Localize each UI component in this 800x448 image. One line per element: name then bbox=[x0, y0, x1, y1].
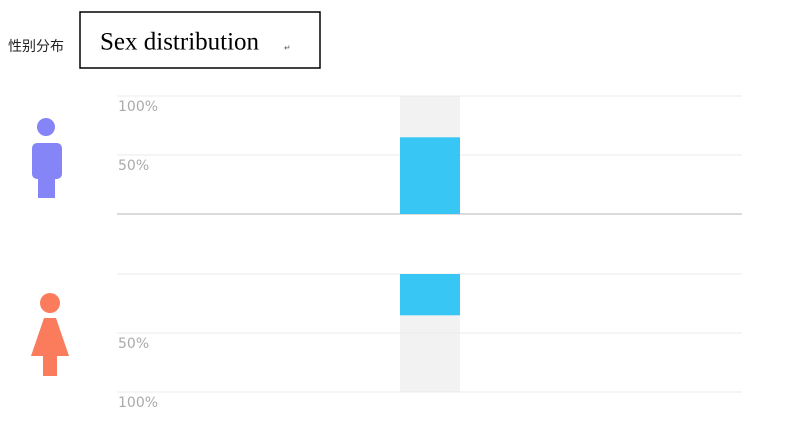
title-box bbox=[79, 11, 321, 69]
y-tick-label: 50% bbox=[118, 158, 149, 174]
male-icon bbox=[32, 118, 62, 198]
bar bbox=[400, 274, 460, 316]
y-tick-label: 100% bbox=[118, 395, 158, 411]
paragraph-mark: ↵ bbox=[284, 44, 291, 53]
section-label: 性别分布 bbox=[8, 39, 64, 55]
y-tick-label: 50% bbox=[118, 336, 149, 352]
bar bbox=[400, 137, 460, 214]
female-icon bbox=[31, 293, 69, 376]
title: Sex distribution bbox=[100, 29, 260, 56]
y-tick-label: 100% bbox=[118, 99, 158, 115]
